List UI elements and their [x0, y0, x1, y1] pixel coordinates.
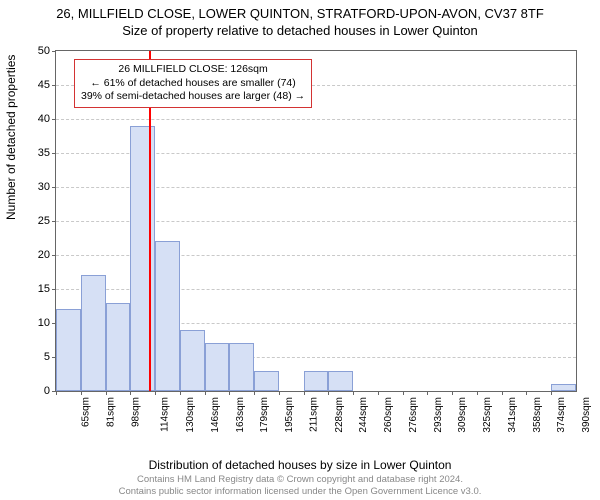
xtick-mark: [279, 391, 280, 395]
xtick-label: 374sqm: [557, 397, 568, 433]
ytick-mark: [52, 221, 56, 222]
xtick-mark: [328, 391, 329, 395]
xtick-mark: [56, 391, 57, 395]
histogram-bar: [551, 384, 576, 391]
xtick-mark: [205, 391, 206, 395]
ytick-label: 5: [44, 351, 50, 363]
ytick-label: 35: [38, 147, 50, 159]
histogram-bar: [130, 126, 155, 391]
ytick-label: 45: [38, 79, 50, 91]
ytick-mark: [52, 187, 56, 188]
xtick-label: 163sqm: [235, 397, 246, 433]
y-axis-label: Number of detached properties: [4, 55, 18, 220]
ytick-label: 25: [38, 215, 50, 227]
xtick-label: 130sqm: [185, 397, 196, 433]
histogram-bar: [328, 371, 353, 391]
histogram-bar: [106, 303, 131, 391]
histogram-bar: [81, 275, 106, 391]
xtick-mark: [551, 391, 552, 395]
xtick-label: 98sqm: [130, 397, 141, 427]
footer-line-1: Contains HM Land Registry data © Crown c…: [0, 474, 600, 486]
x-axis-label: Distribution of detached houses by size …: [0, 458, 600, 472]
ytick-mark: [52, 119, 56, 120]
annotation-line-2: ← 61% of detached houses are smaller (74…: [81, 77, 305, 91]
chart-container: 26, MILLFIELD CLOSE, LOWER QUINTON, STRA…: [0, 0, 600, 500]
annotation-line-1: 26 MILLFIELD CLOSE: 126sqm: [81, 63, 305, 77]
ytick-label: 50: [38, 45, 50, 57]
xtick-mark: [81, 391, 82, 395]
xtick-mark: [477, 391, 478, 395]
xtick-label: 260sqm: [383, 397, 394, 433]
ytick-mark: [52, 153, 56, 154]
ytick-label: 15: [38, 283, 50, 295]
ytick-mark: [52, 51, 56, 52]
xtick-label: 276sqm: [408, 397, 419, 433]
ytick-mark: [52, 289, 56, 290]
ytick-label: 10: [38, 317, 50, 329]
xtick-label: 81sqm: [105, 397, 116, 427]
ytick-label: 20: [38, 249, 50, 261]
histogram-bar: [254, 371, 279, 391]
footer-line-2: Contains public sector information licen…: [0, 486, 600, 498]
ytick-label: 40: [38, 113, 50, 125]
xtick-label: 358sqm: [532, 397, 543, 433]
xtick-label: 325sqm: [482, 397, 493, 433]
xtick-mark: [427, 391, 428, 395]
histogram-bar: [304, 371, 329, 391]
xtick-label: 244sqm: [358, 397, 369, 433]
histogram-bar: [155, 241, 180, 391]
histogram-bar: [56, 309, 81, 391]
xtick-label: 309sqm: [458, 397, 469, 433]
ytick-mark: [52, 85, 56, 86]
xtick-label: 114sqm: [160, 397, 171, 432]
xtick-label: 195sqm: [284, 397, 295, 433]
gridline: [56, 119, 576, 120]
xtick-mark: [353, 391, 354, 395]
xtick-label: 179sqm: [259, 397, 270, 433]
xtick-label: 293sqm: [433, 397, 444, 433]
xtick-label: 341sqm: [507, 397, 518, 433]
chart-title-line2: Size of property relative to detached ho…: [0, 21, 600, 38]
chart-title-line1: 26, MILLFIELD CLOSE, LOWER QUINTON, STRA…: [0, 0, 600, 21]
xtick-label: 211sqm: [308, 397, 319, 432]
annotation-box: 26 MILLFIELD CLOSE: 126sqm ← 61% of deta…: [74, 59, 312, 108]
ytick-label: 0: [44, 385, 50, 397]
xtick-mark: [130, 391, 131, 395]
xtick-label: 228sqm: [334, 397, 345, 433]
xtick-label: 65sqm: [81, 397, 92, 427]
xtick-mark: [106, 391, 107, 395]
xtick-label: 390sqm: [581, 397, 592, 433]
xtick-mark: [403, 391, 404, 395]
xtick-mark: [526, 391, 527, 395]
histogram-bar: [205, 343, 230, 391]
footer-attribution: Contains HM Land Registry data © Crown c…: [0, 474, 600, 498]
plot-area: 0510152025303540455065sqm81sqm98sqm114sq…: [55, 50, 577, 392]
histogram-bar: [229, 343, 254, 391]
xtick-mark: [304, 391, 305, 395]
xtick-mark: [452, 391, 453, 395]
xtick-mark: [180, 391, 181, 395]
xtick-label: 146sqm: [210, 397, 221, 433]
xtick-mark: [155, 391, 156, 395]
xtick-mark: [254, 391, 255, 395]
xtick-mark: [378, 391, 379, 395]
annotation-line-3: 39% of semi-detached houses are larger (…: [81, 90, 305, 104]
xtick-mark: [229, 391, 230, 395]
histogram-bar: [180, 330, 205, 391]
ytick-mark: [52, 255, 56, 256]
ytick-label: 30: [38, 181, 50, 193]
xtick-mark: [502, 391, 503, 395]
